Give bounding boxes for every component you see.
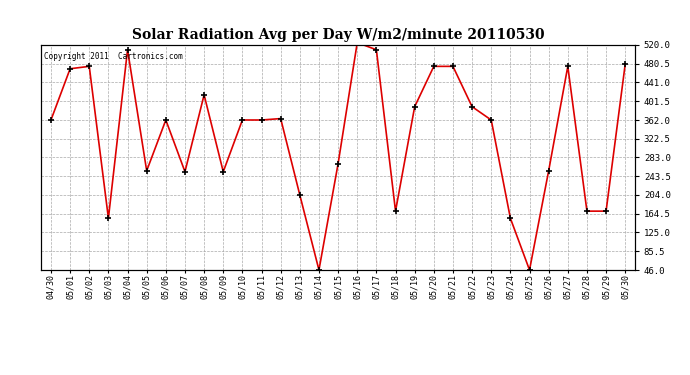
Text: Copyright 2011  Cartronics.com: Copyright 2011 Cartronics.com — [44, 52, 183, 61]
Title: Solar Radiation Avg per Day W/m2/minute 20110530: Solar Radiation Avg per Day W/m2/minute … — [132, 28, 544, 42]
